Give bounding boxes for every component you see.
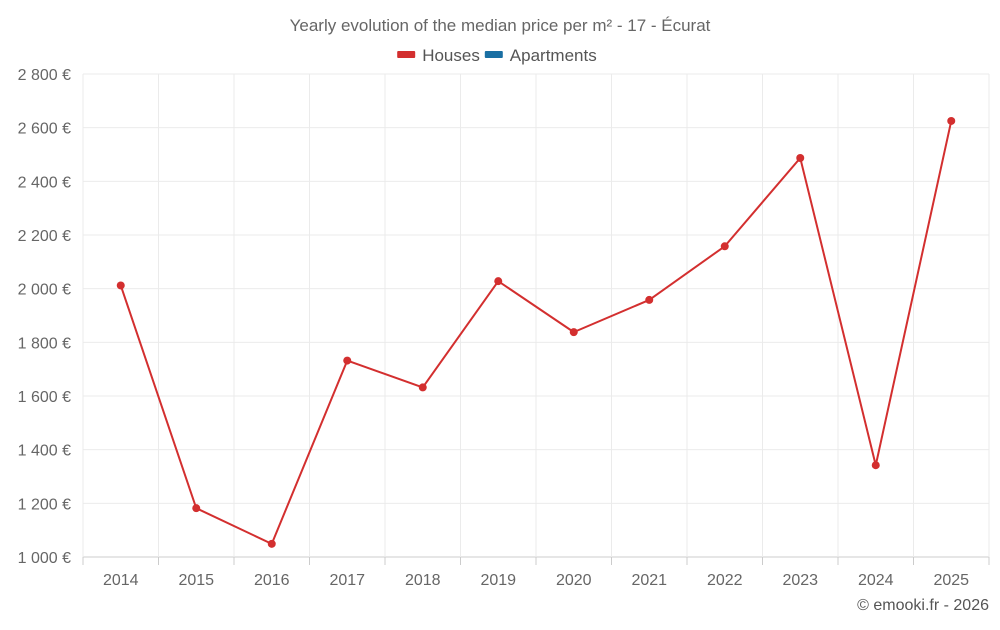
x-tick-label: 2015: [178, 572, 214, 589]
x-tick-label: 2022: [707, 572, 743, 589]
y-tick-label: 1 200 €: [18, 496, 71, 513]
x-axis-tick-labels: 2014 2015 2016 2017 2018 2019 2020 2021 2022 2023…: [103, 572, 969, 589]
legend-label: Apartments: [510, 46, 597, 65]
y-tick-label: 1 800 €: [18, 335, 71, 352]
y-tick-label: 2 000 €: [18, 282, 71, 299]
x-tick-label: 2017: [329, 572, 365, 589]
y-tick-label: 1 600 €: [18, 389, 71, 406]
x-tick-label: 2020: [556, 572, 592, 589]
x-tick-label: 2021: [631, 572, 667, 589]
legend-swatch: [484, 51, 503, 58]
x-tick-label: 2014: [103, 572, 139, 589]
data-point-2023: [796, 153, 805, 162]
y-tick-label: 2 400 €: [18, 174, 71, 191]
legend-label: Houses: [422, 46, 480, 65]
data-point-2022: [720, 242, 729, 251]
y-tick-label: 1 400 €: [18, 443, 71, 460]
x-tick-label: 2023: [782, 572, 818, 589]
x-tick-label: 2024: [858, 572, 894, 589]
y-tick-label: 2 200 €: [18, 228, 71, 245]
credit-text: © emooki.fr - 2026: [857, 597, 989, 614]
legend-item-houses: Houses: [397, 46, 480, 65]
x-tick-label: 2016: [254, 572, 290, 589]
series-group: [116, 116, 956, 548]
data-point-2017: [343, 356, 352, 365]
data-point-2024: [871, 461, 880, 470]
data-point-2020: [569, 328, 578, 337]
y-tick-label: 1 000 €: [18, 550, 71, 567]
y-tick-label: 2 600 €: [18, 121, 71, 138]
x-tick-label: 2025: [933, 572, 969, 589]
legend-item-apartments: Apartments: [484, 46, 597, 65]
y-axis-tick-labels: 1 000 € 1 200 € 1 400 € 1 600 € 1 800 € 2 000…: [18, 67, 71, 567]
chart-title: Yearly evolution of the median price per…: [290, 16, 711, 35]
y-tick-label: 2 800 €: [18, 67, 71, 84]
data-point-2019: [494, 277, 503, 286]
data-point-2015: [192, 504, 201, 513]
x-gridlines: [82, 74, 990, 565]
data-point-2014: [116, 281, 125, 290]
series-line-houses: [119, 120, 953, 545]
legend: Houses Apartments: [397, 46, 597, 65]
x-tick-label: 2018: [405, 572, 441, 589]
legend-swatch: [397, 51, 416, 58]
x-tick-label: 2019: [480, 572, 516, 589]
data-point-2021: [645, 295, 654, 304]
data-point-2018: [418, 383, 427, 392]
data-point-2025: [947, 116, 956, 125]
data-point-2016: [267, 539, 276, 548]
